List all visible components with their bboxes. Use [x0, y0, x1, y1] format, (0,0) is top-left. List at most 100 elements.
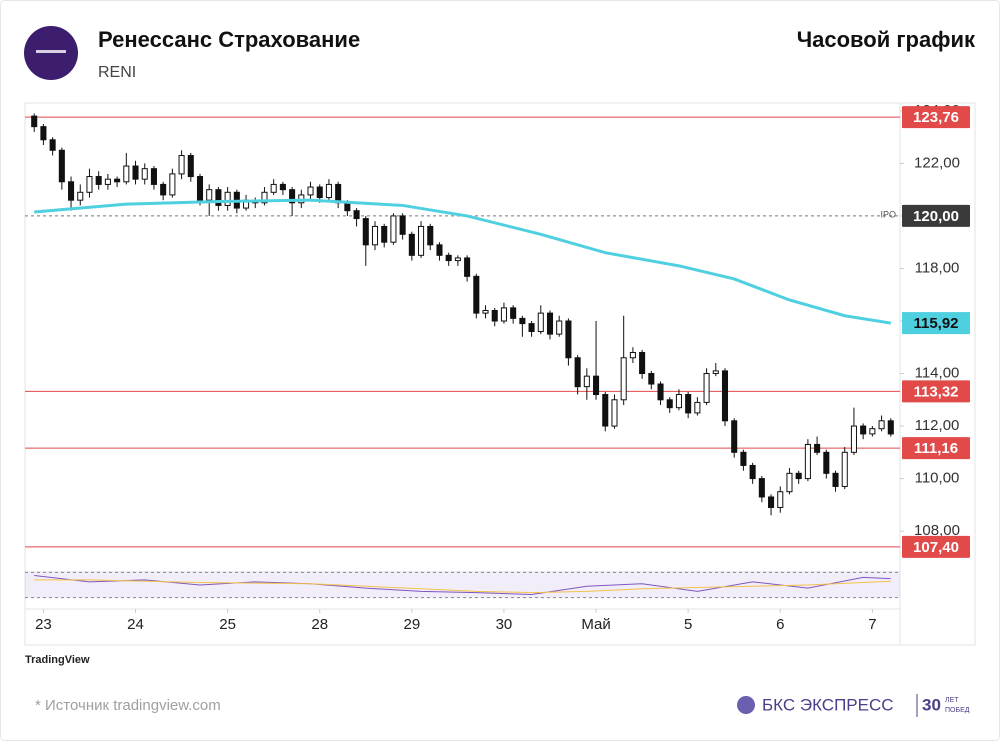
candle-body — [639, 352, 646, 375]
candle-body — [629, 352, 636, 359]
candle-body — [436, 244, 443, 256]
chart-kind: Часовой график — [797, 27, 976, 52]
candle-body — [749, 464, 756, 480]
plot — [25, 113, 900, 599]
candle-body — [574, 357, 581, 388]
level-note: IPO — [880, 209, 896, 219]
x-tick-label: 23 — [35, 616, 52, 633]
candle-body — [206, 189, 213, 201]
x-tick-label: 24 — [127, 616, 144, 633]
candle-body — [648, 373, 655, 385]
candle-body — [123, 165, 130, 183]
candle-body — [694, 401, 701, 414]
candle-body — [325, 183, 332, 199]
candle-body — [611, 399, 618, 427]
candle-body — [602, 394, 609, 427]
platform: TradingView — [25, 654, 90, 666]
candle-body — [491, 309, 498, 322]
candle-body — [289, 189, 296, 204]
candle-body — [418, 225, 425, 256]
candle-body — [786, 472, 793, 493]
y-tick-label: 112,00 — [915, 417, 960, 434]
candle-body — [362, 218, 369, 246]
candle-body — [215, 189, 222, 206]
candle-body — [427, 225, 434, 246]
years-word: ПОБЕД — [945, 707, 970, 714]
candle-body — [68, 181, 75, 201]
candle-body — [795, 472, 802, 480]
candle-body — [510, 307, 517, 319]
candle-body — [178, 155, 185, 175]
x-tick-label: 28 — [311, 616, 328, 633]
level-label: 123,76 — [913, 109, 959, 126]
candle-body — [620, 357, 627, 401]
candle-body — [556, 320, 563, 335]
candle-body — [169, 173, 176, 196]
candle-body — [77, 191, 84, 201]
candle-body — [141, 168, 148, 180]
candle-body — [832, 472, 839, 487]
candle-body — [31, 115, 38, 128]
candle-body — [464, 257, 471, 277]
candle-body — [316, 186, 323, 199]
candle-body — [335, 183, 342, 204]
title: Ренессанс Страхование — [98, 27, 360, 52]
candle-body — [86, 176, 93, 193]
logo-mark — [36, 50, 66, 53]
candle-body — [114, 178, 121, 183]
candle-body — [261, 191, 268, 204]
candle-body — [878, 420, 885, 430]
level-label: 120,00 — [913, 208, 959, 225]
candle-body — [666, 399, 673, 409]
level-label: 107,40 — [913, 539, 959, 556]
panel — [24, 102, 976, 646]
x-tick-label: 7 — [868, 616, 876, 633]
candle-body — [49, 139, 56, 151]
candle-body — [160, 183, 167, 196]
candle-body — [860, 425, 867, 435]
candle-body — [399, 215, 406, 235]
candle-body — [546, 312, 554, 335]
candle-body — [196, 176, 204, 201]
x-tick-label: Май — [581, 616, 610, 633]
candle-body — [675, 394, 682, 409]
candle-body — [519, 317, 526, 325]
candle-body — [187, 155, 194, 178]
level-badge — [902, 106, 970, 129]
candle-body — [740, 451, 747, 466]
source: * Источник tradingview.com — [35, 697, 221, 714]
candle-body — [685, 394, 692, 414]
x-tick-label: 6 — [776, 616, 784, 633]
y-tick-label: 114,00 — [915, 364, 960, 381]
level-badge — [902, 380, 970, 403]
candle-body — [850, 425, 857, 453]
candle-body — [777, 491, 784, 508]
candle-body — [454, 257, 461, 262]
x-tick-label: 5 — [684, 616, 692, 633]
candle-body — [869, 428, 876, 435]
y-tick-label: 118,00 — [915, 259, 960, 276]
candle-body — [593, 375, 600, 396]
candle-body — [814, 443, 821, 453]
level-badge — [902, 535, 970, 558]
x-tick-label: 25 — [219, 616, 236, 633]
x-tick-label: 30 — [496, 616, 513, 633]
candle-body — [95, 176, 102, 185]
candle-body — [390, 215, 397, 243]
candle-body — [703, 373, 710, 403]
ma-badge — [902, 312, 970, 335]
candle-body — [712, 370, 719, 375]
brand: БКС ЭКСПРЕСС — [762, 695, 894, 714]
oscillator-band — [25, 571, 900, 598]
candle-body — [344, 202, 351, 212]
candle-body — [150, 168, 157, 185]
candle-body — [371, 225, 379, 246]
candle-body — [353, 210, 360, 220]
candle-body — [731, 420, 738, 453]
y-tick-label: 110,00 — [915, 470, 960, 487]
level-label: 111,16 — [914, 440, 958, 457]
level-label: 113,32 — [913, 383, 958, 400]
candle-body — [40, 126, 47, 141]
candle-body — [279, 183, 286, 191]
candle-body — [823, 451, 830, 474]
